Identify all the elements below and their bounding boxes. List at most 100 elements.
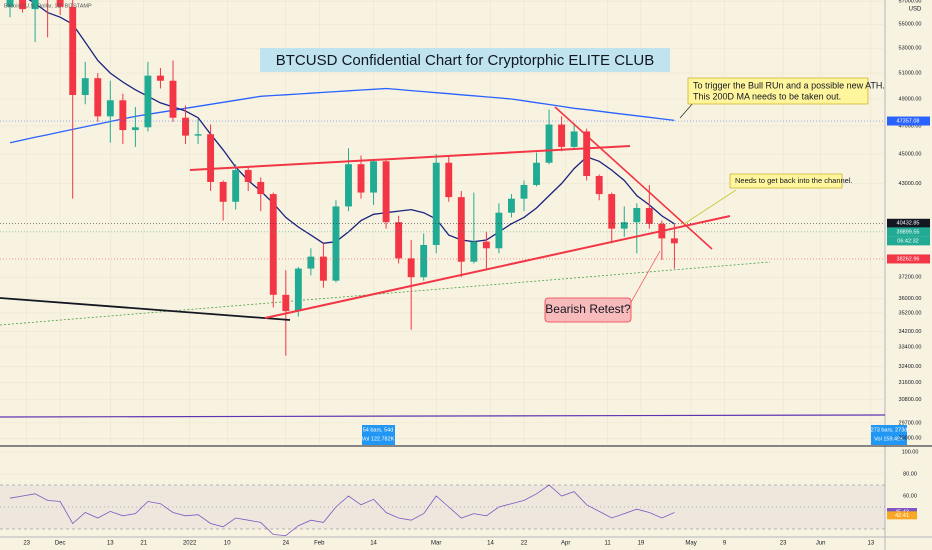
symbol-header: Bitcoin / U.S. Dollar, 1D, BITSTAMP <box>4 3 92 9</box>
candle-body <box>558 124 566 147</box>
note-box <box>729 173 843 189</box>
price-tag-label: 38262.96 <box>897 256 920 262</box>
x-tick-label: May <box>685 541 696 547</box>
x-tick-label: 23 <box>23 541 30 547</box>
y-tick-label: 45000.00 <box>899 152 922 158</box>
pointer <box>629 250 661 305</box>
candle-body <box>420 244 428 278</box>
y-tick-label: 31600.00 <box>899 380 922 386</box>
range-text: Vol 122.782K <box>362 436 395 442</box>
candle-body <box>94 78 102 117</box>
candle-body <box>457 197 465 262</box>
candle-body <box>232 170 240 202</box>
y-tick-label: 51000.00 <box>899 71 922 77</box>
note-text: Bearish Retest? <box>545 302 631 316</box>
x-tick-label: 13 <box>107 541 114 547</box>
candle-body <box>633 207 641 223</box>
rsi-band <box>0 485 885 529</box>
range-text: 54 bars, 54d <box>363 427 394 433</box>
y-tick-label: 33400.00 <box>899 344 922 350</box>
note-text: Needs to get back into the channel. <box>735 176 853 185</box>
y-tick-label: 37200.00 <box>899 275 922 281</box>
rsi-pane <box>0 451 885 536</box>
x-tick-label: Jun <box>816 541 826 547</box>
candle-body <box>282 294 290 312</box>
range-text: 273 bars, 273d <box>871 427 908 433</box>
drawings: BTCUSD Confidential Chart for Cryptorphi… <box>0 3 922 445</box>
x-tick-label: 9 <box>723 541 727 547</box>
candle-body <box>81 78 89 96</box>
y-tick-label: 55000.00 <box>899 22 922 28</box>
x-tick-label: 11 <box>604 541 611 547</box>
candle-body <box>269 194 277 295</box>
candle-body <box>583 131 591 176</box>
price-tag-label: 47357.08 <box>897 118 920 124</box>
y-tick-label: 47000.00 <box>899 123 922 129</box>
note-text: To trigger the Bull RUn and a possible n… <box>693 80 885 90</box>
y-tick-label: 35200.00 <box>899 310 922 316</box>
price-tag-label: 40432.85 <box>897 221 920 227</box>
price-tag <box>887 218 930 228</box>
candle-body <box>257 181 265 195</box>
candle-body <box>357 164 365 193</box>
pointer <box>683 189 737 225</box>
dotted-trend <box>0 261 771 326</box>
y-tick-label: 53000.00 <box>899 46 922 52</box>
downtrend <box>554 106 713 250</box>
candle-body <box>382 161 390 223</box>
candle-body <box>432 162 440 245</box>
x-tick-label: Dec <box>55 541 66 547</box>
candle-body <box>520 184 528 199</box>
black-trend <box>0 297 291 321</box>
support-line <box>0 414 885 418</box>
candle-body <box>319 256 327 281</box>
candle-body <box>307 256 315 269</box>
candle-body <box>645 207 653 224</box>
note-box <box>544 297 632 323</box>
candle-body <box>169 80 177 118</box>
pointer <box>679 102 694 119</box>
candle-body <box>31 0 39 10</box>
x-tick-label: Apr <box>561 541 570 547</box>
price-tag-label: 39899.55 <box>897 229 920 235</box>
candle-body <box>507 198 515 213</box>
note-box <box>687 77 869 105</box>
x-tick-label: Feb <box>314 541 325 547</box>
candle-body <box>608 194 616 229</box>
grid <box>0 0 885 445</box>
candle-body <box>219 181 227 202</box>
candle-body <box>119 100 127 131</box>
y-tick-label: 29000.00 <box>899 436 922 442</box>
rsi-tick-label: 80.00 <box>903 471 917 477</box>
countdown: 06:42:32 <box>897 238 918 244</box>
candle-body <box>131 127 139 131</box>
channel-bottom <box>264 215 731 319</box>
candle-body <box>407 258 415 278</box>
candle-body <box>495 212 503 249</box>
candle-body <box>244 170 252 182</box>
range-text: Vol 159.49K <box>874 436 904 442</box>
price-tag <box>887 116 930 126</box>
x-tick-label: 10 <box>224 541 231 547</box>
range-box <box>362 425 395 445</box>
price-tag <box>887 227 930 237</box>
channel-top <box>189 145 631 171</box>
candle-body <box>6 0 14 7</box>
candle-body <box>144 75 152 128</box>
price-tag <box>887 254 930 264</box>
candle-body <box>294 268 302 312</box>
candle-body <box>620 222 628 229</box>
candle-body <box>332 206 340 281</box>
candle-body <box>570 131 578 147</box>
candle-body <box>345 164 352 207</box>
rsi-tag <box>887 511 917 520</box>
candle-body <box>157 75 164 81</box>
y-tick-label: 30800.00 <box>899 397 922 403</box>
rsi-tick-label: 100.00 <box>902 449 919 455</box>
candle-body <box>182 117 189 136</box>
y-tick-label: 49000.00 <box>899 96 922 102</box>
x-tick-label: Mar <box>431 541 441 547</box>
candle-body <box>106 100 114 117</box>
candle-body <box>470 241 478 262</box>
candle-body <box>670 238 678 244</box>
